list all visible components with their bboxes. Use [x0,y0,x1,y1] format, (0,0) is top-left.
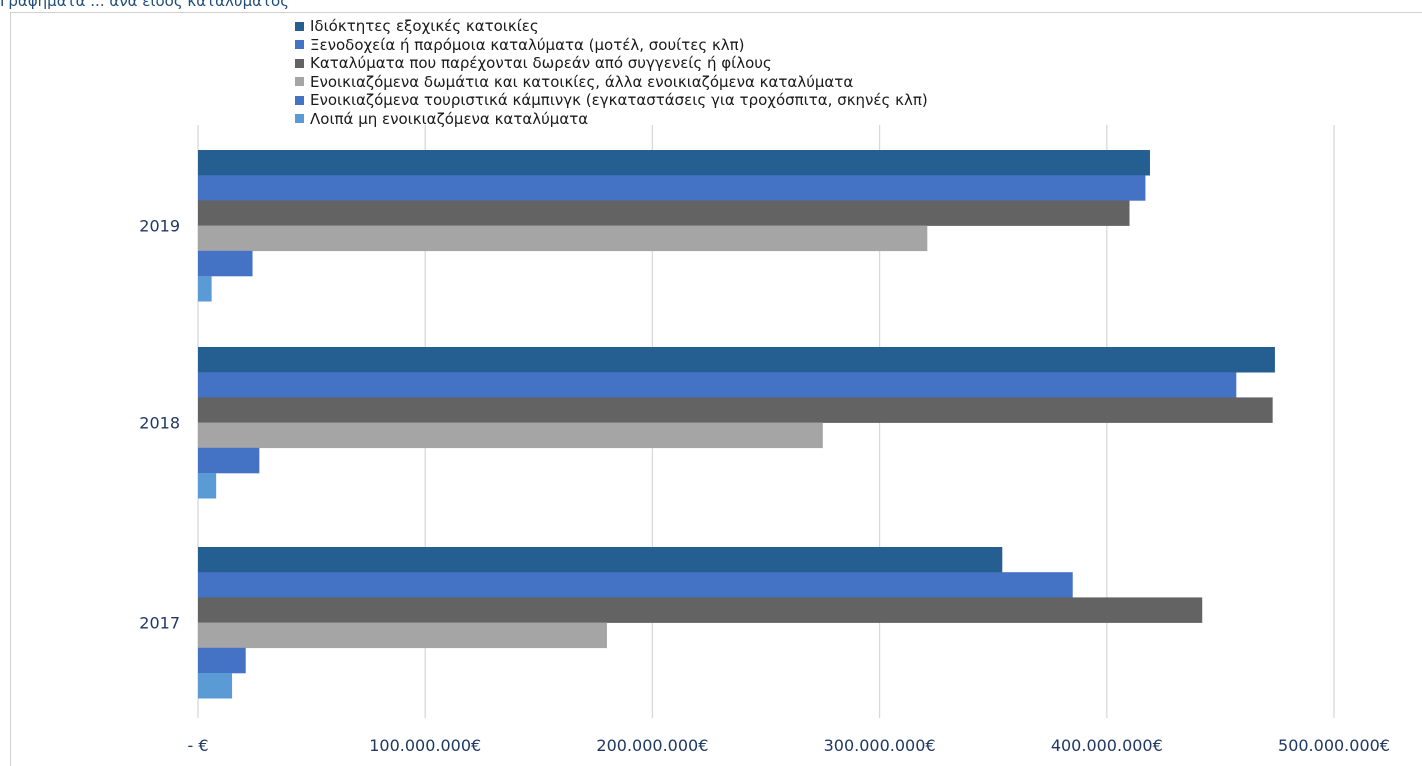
x-tick-label: 300.000.000€ [824,736,936,755]
legend-label: Ξενοδοχεία ή παρόμοια καταλύματα (μοτέλ,… [310,35,745,54]
legend-label: Λοιπά μη ενοικιαζόμενα καταλύματα [310,109,589,128]
legend-swatch [295,95,304,105]
legend-item: Καταλύματα που παρέχονται δωρεάν από συγ… [295,54,928,73]
bar [198,200,1130,226]
bar [198,276,212,302]
y-tick-label: 2018 [139,414,180,433]
chart-frame [10,12,1422,766]
legend-label: Καταλύματα που παρέχονται δωρεάν από συγ… [310,54,772,72]
legend-swatch [295,77,304,87]
bar [198,250,253,277]
bar [198,647,246,674]
x-tick-label: 100.000.000€ [369,736,481,755]
legend-item: Ιδιόκτητες εξοχικές κατοικίες [295,17,928,36]
bar [198,597,1203,623]
bar [198,547,1003,573]
bar [198,473,217,499]
bar [198,372,1237,398]
legend-item: Λοιπά μη ενοικιαζόμενα καταλύματα [295,110,928,129]
legend-swatch [295,40,304,50]
y-tick-label: 2017 [139,614,180,633]
bar [198,622,607,649]
x-tick-label: 400.000.000€ [1051,736,1163,755]
legend-label: Ιδιόκτητες εξοχικές κατοικίες [310,17,539,35]
legend-item: Ενοικιαζόμενα τουριστικά κάμπινγκ (εγκατ… [295,91,928,110]
bar [198,150,1150,176]
legend-label: Ενοικιαζόμενα δωμάτια και κατοικίες, άλλ… [310,72,854,91]
bar [198,422,823,449]
bar [198,225,928,252]
bar [198,572,1073,598]
y-tick-label: 2019 [139,217,180,236]
legend-swatch [295,58,304,68]
legend-label: Ενοικιαζόμενα τουριστικά κάμπινγκ (εγκατ… [310,91,928,109]
bar [198,397,1273,423]
x-tick-label: 500.000.000€ [1278,736,1390,755]
bar [198,447,260,474]
legend-swatch [295,21,304,31]
legend-item: Ξενοδοχεία ή παρόμοια καταλύματα (μοτέλ,… [295,36,928,55]
bar [198,673,233,699]
bar [198,347,1275,373]
legend-swatch [295,114,304,124]
x-tick-label: - € [187,736,208,755]
x-tick-label: 200.000.000€ [596,736,708,755]
chart-legend: Ιδιόκτητες εξοχικές κατοικίες Ξενοδοχεία … [295,17,928,128]
legend-item: Ενοικιαζόμενα δωμάτια και κατοικίες, άλλ… [295,73,928,92]
bar [198,175,1146,201]
chart-caption: Γραφήματα ... ανά είδος καταλύματος [0,0,290,10]
